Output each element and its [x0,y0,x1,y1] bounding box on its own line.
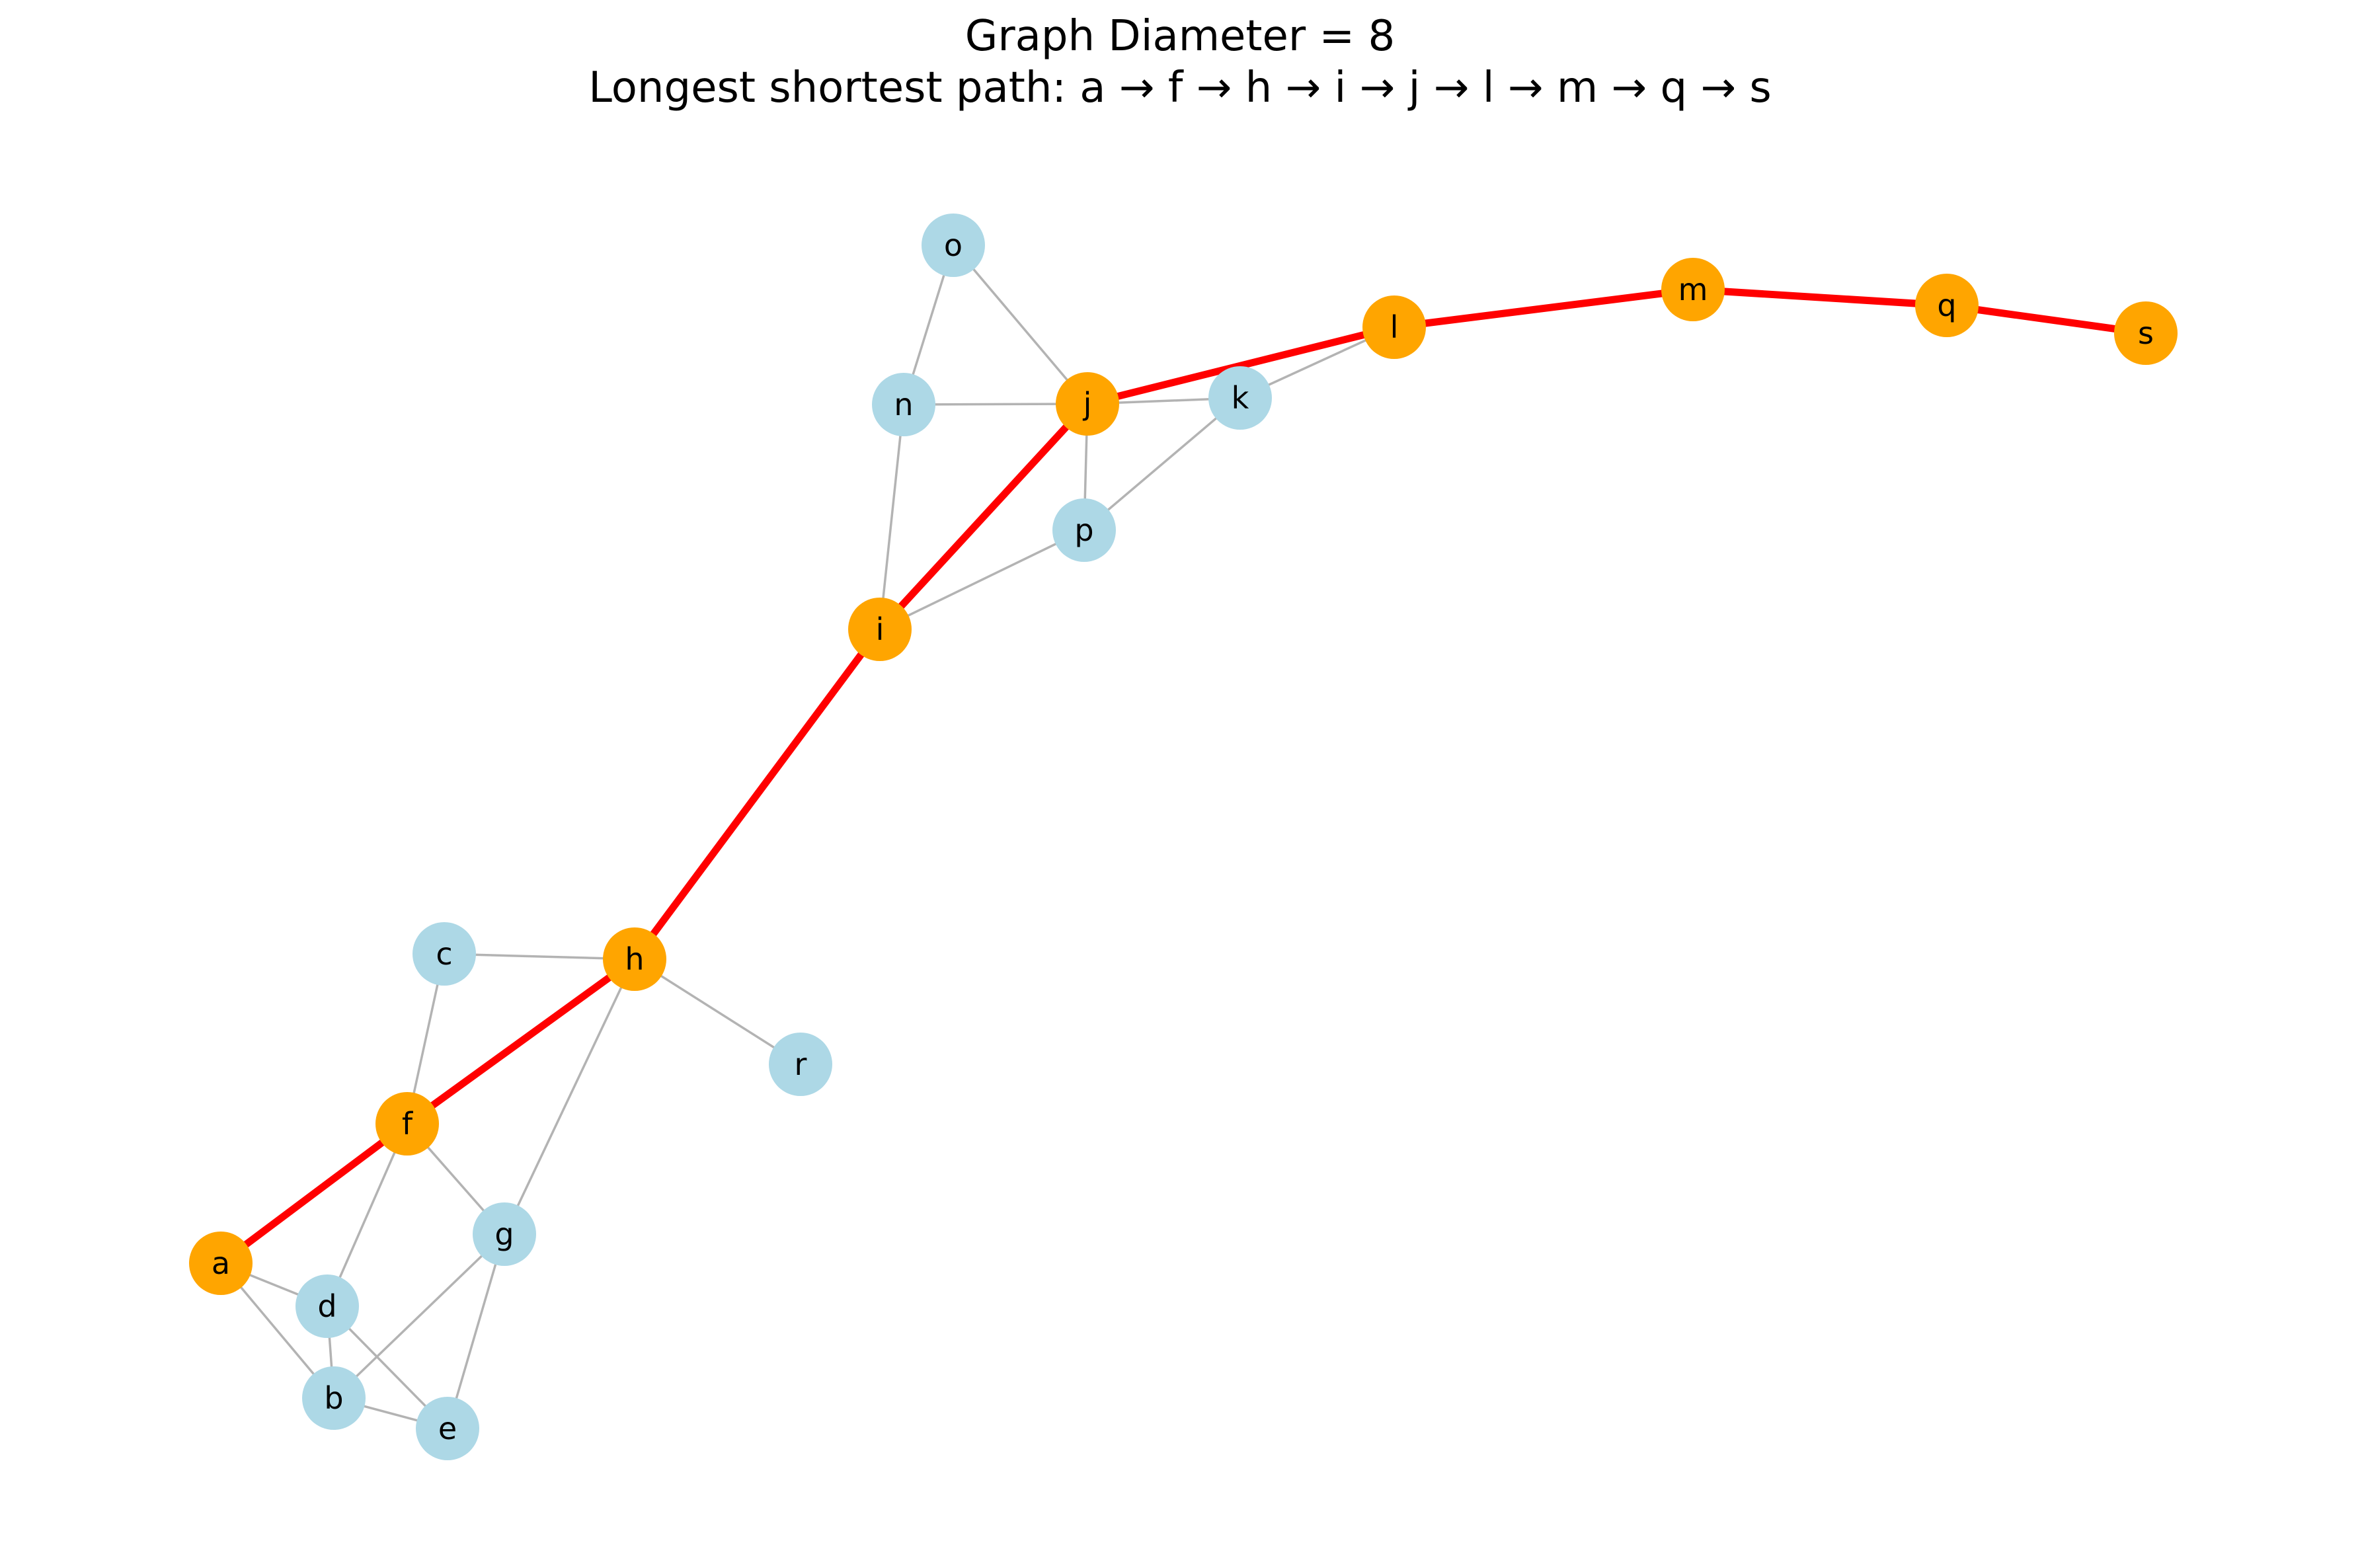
node-label-r: r [795,1046,807,1082]
edge-c-h [443,953,636,960]
node-circle-c [413,922,476,986]
node-circle-a [189,1232,253,1295]
edge-i-p [879,529,1085,631]
path-edge-h-i [631,625,884,963]
chart-title: Graph Diameter = 8 [964,12,1396,61]
path-edge-l-m [1390,286,1697,331]
path-edge-m-q [1689,286,1951,309]
edge-h-r [633,958,802,1066]
node-n: n [872,373,935,436]
node-label-m: m [1678,272,1708,307]
chart-subtitle: Longest shortest path: a → f → h → i → j… [588,63,1772,112]
node-circle-g [473,1202,536,1266]
node-label-e: e [438,1411,457,1446]
node-label-a: a [212,1245,230,1281]
node-circle-k [1208,366,1272,430]
node-label-g: g [494,1216,514,1252]
node-e: e [416,1397,479,1460]
node-circle-b [302,1366,366,1430]
node-c: c [413,922,476,986]
node-circle-h [603,927,666,991]
node-circle-j [1056,372,1119,436]
node-s: s [2114,301,2178,365]
node-i: i [848,598,912,661]
node-label-d: d [317,1288,336,1324]
edge-f-d [326,1122,409,1308]
node-label-b: b [324,1380,343,1416]
edge-i-n [879,403,905,631]
node-circle-q [1915,274,1979,337]
node-g: g [473,1202,536,1266]
node-circle-i [848,598,912,661]
edge-b-g [333,1233,506,1399]
node-circle-n [872,373,935,436]
path-edge-a-f [217,1120,411,1267]
node-label-n: n [894,387,913,422]
node-label-q: q [1937,288,1956,323]
node-circle-e [416,1397,479,1460]
node-f: f [375,1092,439,1156]
node-circle-r [769,1033,832,1096]
node-j: j [1056,372,1119,436]
node-circle-d [295,1274,359,1338]
node-circle-s [2114,301,2178,365]
node-label-s: s [2138,315,2154,351]
node-b: b [302,1366,366,1430]
path-edge-f-h [403,955,639,1128]
node-circle-m [1661,258,1725,321]
node-label-h: h [625,941,644,977]
node-label-l: l [1390,309,1399,345]
node-k: k [1208,366,1272,430]
edge-g-e [446,1233,506,1430]
path-edge-j-l [1083,323,1398,408]
node-label-p: p [1074,512,1093,548]
node-a: a [189,1232,253,1295]
node-d: d [295,1274,359,1338]
node-circle-f [375,1092,439,1156]
node-m: m [1661,258,1725,321]
node-circle-o [922,214,985,277]
node-circle-p [1052,498,1116,562]
node-label-f: f [402,1106,414,1142]
node-label-o: o [944,227,963,263]
node-label-i: i [876,611,885,647]
path-edge-i-j [876,400,1091,633]
edge-p-k [1083,397,1241,531]
node-r: r [769,1033,832,1096]
node-label-j: j [1083,386,1092,422]
path-edge-q-s [1943,301,2150,337]
node-p: p [1052,498,1116,562]
edge-o-j [952,244,1089,405]
node-l: l [1362,295,1426,359]
node-label-c: c [436,936,452,972]
nodes-layer: a b c d e f g h i j k l m n o p q r s [189,214,2178,1460]
node-h: h [603,927,666,991]
node-o: o [922,214,985,277]
edge-h-g [503,958,636,1235]
node-q: q [1915,274,1979,337]
node-label-k: k [1232,380,1249,416]
node-circle-l [1362,295,1426,359]
